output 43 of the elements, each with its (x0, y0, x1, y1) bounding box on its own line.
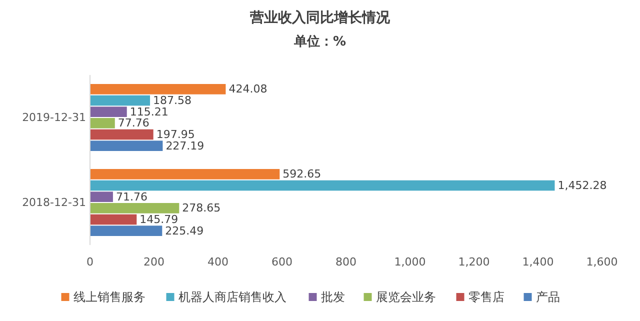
data-label: 77.76 (118, 116, 150, 130)
x-tick-label: 600 (272, 256, 292, 268)
data-label: 1,452.28 (558, 179, 607, 192)
x-tick-label: 0 (86, 256, 94, 268)
data-label: 145.79 (140, 213, 178, 226)
bar (90, 192, 113, 202)
legend-label: 机器人商店销售收入 (178, 290, 286, 304)
bar (90, 106, 127, 117)
legend-label: 批发 (320, 290, 345, 304)
bar (90, 140, 163, 151)
x-tick-label: 400 (208, 256, 228, 268)
bar (90, 129, 154, 140)
x-tick-label: 1,200 (458, 256, 490, 268)
legend-label: 线上销售服务 (73, 290, 146, 304)
y-tick-label: 2019-12-31 (22, 111, 86, 124)
legend-label: 零售店 (468, 290, 504, 304)
data-label: 187.58 (153, 94, 192, 107)
data-label: 592.65 (282, 168, 322, 181)
chart-title: 营业收入同比增长情况 (249, 10, 391, 26)
x-tick-label: 800 (336, 256, 356, 268)
chart-subtitle: 单位：% (292, 34, 346, 50)
x-tick-label: 1,000 (394, 256, 426, 268)
data-label: 197.95 (156, 128, 195, 141)
bar (90, 180, 555, 191)
bar (90, 118, 115, 128)
bar (90, 84, 226, 94)
legend-label: 产品 (536, 290, 560, 304)
legend-label: 展览会业务 (376, 290, 436, 304)
data-label: 225.49 (165, 224, 204, 238)
x-tick-label: 200 (144, 256, 164, 268)
data-label: 115.21 (130, 105, 168, 118)
y-tick-label: 2018-12-31 (22, 196, 86, 209)
data-label: 71.76 (116, 190, 148, 204)
x-tick-label: 1,400 (522, 256, 554, 268)
bar (90, 169, 280, 180)
bar (90, 95, 150, 106)
bar (90, 203, 180, 214)
bar (90, 226, 162, 236)
bar (90, 214, 137, 225)
data-label: 278.65 (182, 202, 221, 215)
x-tick-label: 1,600 (586, 256, 618, 268)
data-label: 424.08 (228, 82, 268, 96)
data-label: 227.19 (166, 139, 204, 152)
